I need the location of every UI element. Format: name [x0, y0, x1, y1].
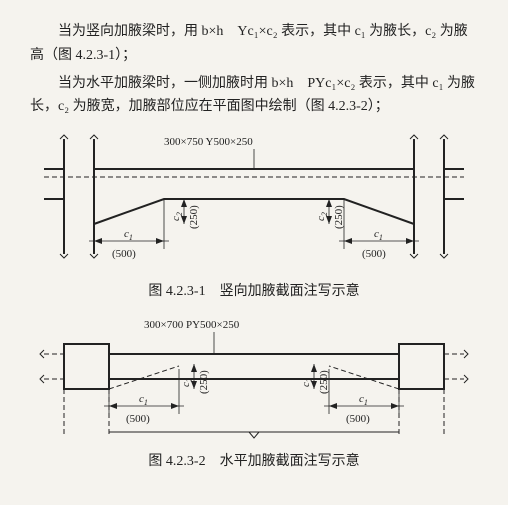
svg-text:(250): (250) [333, 205, 345, 229]
figure-1: 300×750 Y500×250 c1 (500) c2 (250) c1 (5… [30, 129, 478, 304]
figure-2-caption: 图 4.2.3-2 水平加腋截面注写示意 [30, 450, 478, 474]
figure-1-caption: 图 4.2.3-1 竖向加腋截面注写示意 [30, 280, 478, 304]
svg-text:(250): (250) [188, 205, 200, 229]
svg-text:(500): (500) [112, 248, 136, 260]
fig2-title-text: 300×700 PY500×250 [144, 319, 240, 331]
paragraph-2: 当为水平加腋梁时，一侧加腋时用 b×h PYc₁×c₂ 表示，其中 c₁ 为腋长… [30, 72, 478, 120]
figure-2-svg: 300×700 PY500×250 c2 (250) c1 (500) c2 (… [34, 314, 474, 444]
svg-text:(250): (250) [318, 370, 330, 394]
figure-1-svg: 300×750 Y500×250 c1 (500) c2 (250) c1 (5… [34, 129, 474, 274]
svg-text:c2: c2 [170, 212, 184, 221]
figure-2: 300×700 PY500×250 c2 (250) c1 (500) c2 (… [30, 314, 478, 474]
svg-text:(250): (250) [198, 370, 210, 394]
svg-text:c1: c1 [139, 393, 148, 407]
svg-text:c1: c1 [359, 393, 368, 407]
svg-text:(500): (500) [126, 413, 150, 425]
svg-text:c1: c1 [374, 228, 383, 242]
svg-text:c2: c2 [315, 212, 329, 221]
paragraph-1: 当为竖向加腋梁时，用 b×h Yc₁×c₂ 表示，其中 c₁ 为腋长，c₂ 为腋… [30, 20, 478, 68]
svg-text:c1: c1 [124, 228, 133, 242]
svg-text:(500): (500) [362, 248, 386, 260]
svg-text:(500): (500) [346, 413, 370, 425]
fig1-title-text: 300×750 Y500×250 [164, 136, 253, 148]
